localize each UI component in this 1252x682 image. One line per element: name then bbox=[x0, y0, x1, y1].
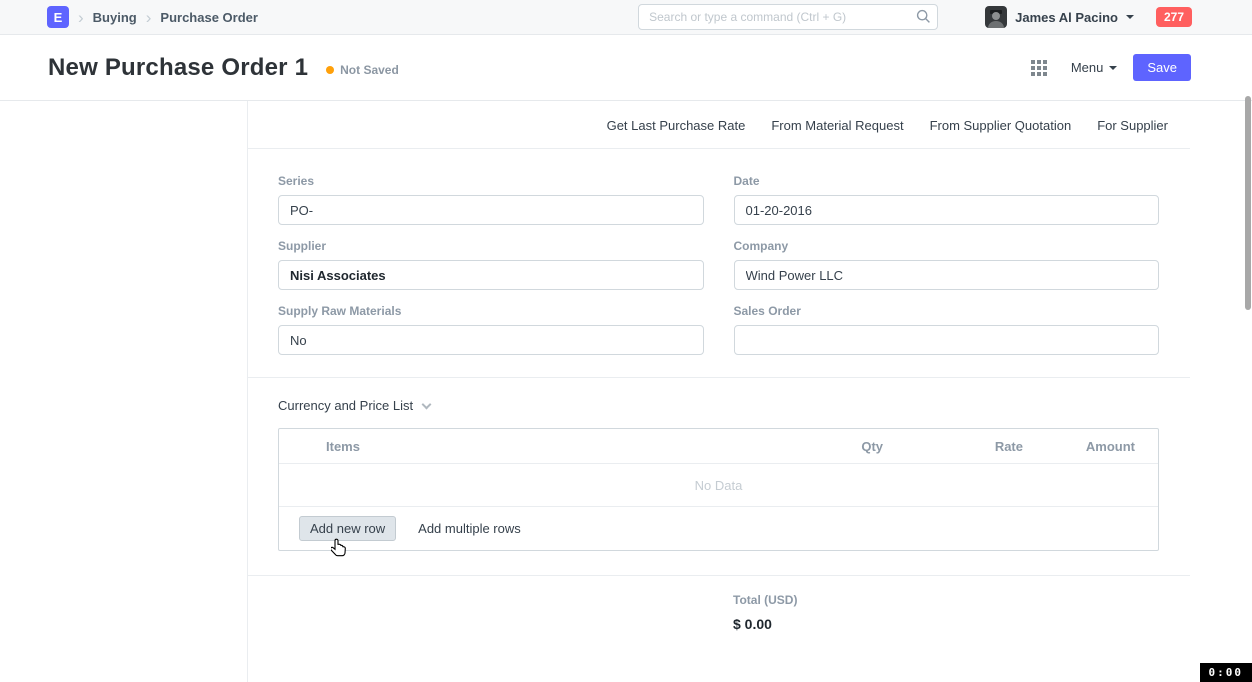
chevron-down-icon bbox=[1125, 15, 1134, 19]
supplier-input[interactable] bbox=[278, 260, 704, 290]
form-action-links: Get Last Purchase Rate From Material Req… bbox=[248, 101, 1190, 149]
add-multiple-rows-button[interactable]: Add multiple rows bbox=[418, 521, 521, 536]
status-dot-icon bbox=[326, 65, 335, 74]
scrollbar-thumb[interactable] bbox=[1245, 96, 1251, 310]
column-header-qty: Qty bbox=[861, 438, 883, 454]
section-divider bbox=[248, 377, 1190, 378]
save-button[interactable]: Save bbox=[1133, 54, 1191, 81]
no-data-row: No Data bbox=[279, 464, 1158, 507]
supply-raw-materials-input[interactable] bbox=[278, 325, 704, 355]
column-header-rate: Rate bbox=[994, 438, 1023, 454]
chevron-down-icon bbox=[1109, 65, 1118, 70]
column-header-amount: Amount bbox=[1085, 438, 1135, 454]
global-search bbox=[638, 4, 939, 30]
sales-order-input[interactable] bbox=[733, 325, 1159, 355]
menu-button[interactable]: Menu bbox=[1071, 60, 1118, 75]
section-currency-price-list[interactable]: Currency and Price List bbox=[248, 378, 1190, 413]
form-grid: Series Date Supplier Company Supply Raw … bbox=[248, 149, 1190, 355]
field-company: Company bbox=[733, 239, 1159, 290]
items-table-footer: Add new row Add multiple rows bbox=[279, 507, 1158, 550]
breadcrumb-chevron-icon: › bbox=[145, 7, 152, 27]
breadcrumb-chevron-icon: › bbox=[78, 7, 84, 27]
breadcrumb-buying[interactable]: Buying bbox=[92, 9, 137, 25]
total-value: $ 0.00 bbox=[733, 616, 772, 632]
totals-section: Total (USD) $ 0.00 bbox=[248, 576, 1190, 632]
field-supply-raw-materials: Supply Raw Materials bbox=[278, 304, 704, 355]
field-series: Series bbox=[278, 174, 704, 225]
field-label: Series bbox=[278, 174, 315, 188]
series-input[interactable] bbox=[278, 195, 704, 225]
navbar: E › Buying › Purchase Order bbox=[0, 0, 1252, 35]
field-label: Supply Raw Materials bbox=[278, 304, 402, 318]
form-column: Get Last Purchase Rate From Material Req… bbox=[247, 101, 1190, 682]
field-label: Date bbox=[733, 174, 760, 188]
column-header-items: Items bbox=[326, 438, 360, 454]
company-input[interactable] bbox=[733, 260, 1159, 290]
total-label: Total (USD) bbox=[733, 593, 798, 607]
section-divider bbox=[248, 575, 1190, 576]
link-get-last-purchase-rate[interactable]: Get Last Purchase Rate bbox=[606, 118, 746, 133]
field-label: Company bbox=[733, 239, 789, 253]
notification-badge[interactable]: 277 bbox=[1155, 7, 1192, 27]
avatar bbox=[985, 6, 1008, 28]
field-label: Supplier bbox=[278, 239, 327, 253]
user-name: James Al Pacino bbox=[1015, 9, 1118, 25]
field-date: Date bbox=[733, 174, 1159, 225]
page-title: New Purchase Order 1 bbox=[48, 53, 309, 81]
recording-timer: 0:00 bbox=[1199, 663, 1252, 682]
section-label: Currency and Price List bbox=[278, 398, 414, 413]
search-icon bbox=[916, 9, 931, 29]
add-new-row-button[interactable]: Add new row bbox=[299, 516, 397, 541]
menu-label: Menu bbox=[1070, 60, 1104, 75]
link-from-material-request[interactable]: From Material Request bbox=[771, 118, 904, 133]
date-input[interactable] bbox=[733, 195, 1159, 225]
title-bar: New Purchase Order 1 Not Saved Menu Save bbox=[0, 35, 1252, 101]
link-from-supplier-quotation[interactable]: From Supplier Quotation bbox=[929, 118, 1072, 133]
search-input[interactable] bbox=[638, 4, 939, 30]
user-menu[interactable]: James Al Pacino bbox=[985, 6, 1134, 28]
status-text: Not Saved bbox=[340, 62, 399, 77]
items-table-header: Items Qty Rate Amount bbox=[279, 429, 1158, 464]
field-supplier: Supplier bbox=[278, 239, 704, 290]
breadcrumb-purchase-order[interactable]: Purchase Order bbox=[160, 9, 258, 25]
scrollbar-track bbox=[1244, 96, 1251, 682]
field-sales-order: Sales Order bbox=[733, 304, 1159, 355]
items-table: Items Qty Rate Amount No Data Add new ro… bbox=[278, 428, 1159, 551]
link-for-supplier[interactable]: For Supplier bbox=[1097, 118, 1168, 133]
field-label: Sales Order bbox=[733, 304, 801, 318]
chevron-down-icon bbox=[421, 399, 432, 409]
app-logo[interactable]: E bbox=[47, 6, 69, 28]
status-indicator: Not Saved bbox=[326, 63, 399, 77]
kanban-grid-icon[interactable] bbox=[1030, 59, 1047, 76]
